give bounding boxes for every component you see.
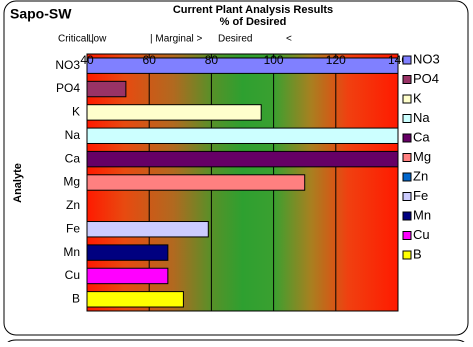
- legend-label: Ca: [413, 129, 430, 144]
- legend-swatch: [402, 250, 412, 260]
- plot-border: [86, 53, 399, 312]
- legend-swatch: [402, 231, 412, 240]
- next-panel: [4, 339, 468, 347]
- bar: [87, 104, 262, 121]
- zone-label: | Marginal >: [150, 34, 203, 45]
- y-tick-label: Ca: [65, 151, 81, 165]
- bar: [87, 57, 398, 74]
- legend-label: K: [413, 90, 422, 105]
- y-tick-label: Mg: [63, 175, 80, 189]
- x-tick-label: 60: [143, 53, 157, 67]
- y-tick-label: Cu: [65, 268, 80, 282]
- bar: [87, 244, 169, 261]
- legend-label: Cu: [413, 227, 430, 242]
- bar: [87, 80, 127, 98]
- y-tick-label: Fe: [66, 221, 80, 235]
- legend-label: Zn: [413, 168, 428, 183]
- y-tick-label: NO3: [55, 58, 80, 72]
- bar: [87, 174, 306, 191]
- zone-label: Low: [88, 34, 107, 45]
- y-tick-label: K: [72, 105, 80, 119]
- bar: [87, 127, 398, 144]
- x-tick-label: 120: [326, 53, 346, 67]
- legend-label: Mg: [413, 149, 431, 164]
- panel-label: Sapo-SW: [10, 6, 72, 22]
- x-tick-label: 100: [264, 53, 284, 67]
- legend-label: Na: [413, 110, 430, 125]
- y-tick-label: B: [72, 291, 80, 305]
- legend-label: PO4: [413, 71, 439, 86]
- y-tick-label: Zn: [66, 198, 80, 212]
- legend-swatch: [402, 133, 412, 143]
- legend-swatch: [402, 172, 412, 182]
- legend-swatch: [402, 211, 412, 221]
- bar: [87, 221, 209, 238]
- legend-label: NO3: [413, 51, 440, 66]
- y-axis-title: Analyte: [12, 163, 24, 203]
- legend-label: Mn: [413, 207, 431, 222]
- legend-label: Fe: [413, 188, 428, 203]
- legend-swatch: [402, 94, 412, 104]
- x-tick-label: 40: [80, 53, 94, 67]
- bar: [87, 150, 398, 168]
- chart-subtitle: % of Desired: [220, 16, 287, 28]
- bar: [87, 267, 169, 285]
- y-tick-label: Mn: [63, 245, 80, 259]
- y-tick-label: PO4: [56, 81, 80, 95]
- x-tick-label: 80: [205, 53, 219, 67]
- legend-swatch: [402, 75, 412, 84]
- y-tick-label: Na: [65, 128, 81, 142]
- legend-swatch: [402, 55, 412, 65]
- zone-label: <: [286, 34, 292, 45]
- legend-swatch: [402, 153, 412, 162]
- legend-swatch: [402, 114, 412, 123]
- chart-title: Current Plant Analysis Results: [173, 4, 333, 16]
- zone-label: Critical |: [58, 34, 94, 45]
- legend-label: B: [413, 246, 422, 261]
- legend-swatch: [402, 192, 412, 201]
- zone-label: Desired: [218, 34, 252, 45]
- bar: [87, 291, 184, 308]
